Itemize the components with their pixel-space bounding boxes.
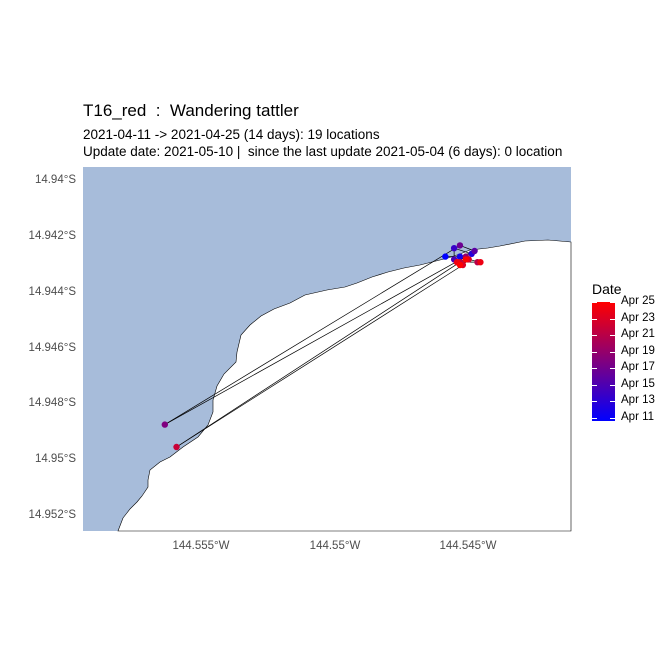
- track-segment: [164, 245, 461, 425]
- x-tick-label: 144.555°W: [172, 540, 230, 552]
- legend-title: Date: [592, 281, 622, 297]
- track-segment: [164, 256, 466, 425]
- legend-label: Apr 13: [621, 394, 655, 406]
- legend-label: Apr 23: [621, 312, 655, 324]
- location-point: [477, 259, 484, 266]
- y-tick-label: 14.946°S: [28, 342, 76, 354]
- legend-label: Apr 25: [621, 295, 655, 307]
- y-tick-label: 14.952°S: [28, 509, 76, 521]
- location-point: [450, 245, 458, 252]
- location-point: [471, 247, 478, 255]
- location-point: [462, 256, 470, 263]
- location-point: [456, 253, 464, 260]
- track-segment: [176, 264, 464, 448]
- x-tick-label: 144.545°W: [439, 540, 497, 552]
- x-tick-label: 144.55°W: [309, 540, 361, 552]
- location-point: [173, 443, 180, 451]
- chart-title: T16_red : Wandering tattler: [83, 101, 299, 120]
- track-segment: [176, 261, 461, 448]
- y-tick-label: 14.944°S: [28, 286, 76, 298]
- date-range-subtitle: 2021-04-11 -> 2021-04-25 (14 days): 19 l…: [83, 127, 380, 142]
- y-tick-label: 14.95°S: [34, 453, 76, 465]
- date-legend: Date Apr 25 Apr 23 Apr 21 Apr 19 Apr 17 …: [592, 281, 655, 423]
- y-tick-label: 14.948°S: [28, 397, 76, 409]
- location-point: [456, 242, 464, 249]
- legend-label: Apr 17: [621, 361, 655, 373]
- legend-label: Apr 19: [621, 345, 655, 357]
- y-tick-label: 14.942°S: [28, 230, 76, 242]
- legend-label: Apr 15: [621, 378, 655, 390]
- location-point: [456, 261, 464, 269]
- legend-colorbar: [592, 302, 615, 421]
- location-point: [161, 421, 169, 428]
- location-points: [161, 242, 484, 451]
- legend-label: Apr 11: [621, 411, 655, 423]
- location-point: [442, 253, 449, 260]
- update-subtitle: Update date: 2021-05-10 | since the last…: [83, 144, 563, 159]
- y-tick-label: 14.94°S: [34, 174, 76, 186]
- legend-label: Apr 21: [621, 328, 655, 340]
